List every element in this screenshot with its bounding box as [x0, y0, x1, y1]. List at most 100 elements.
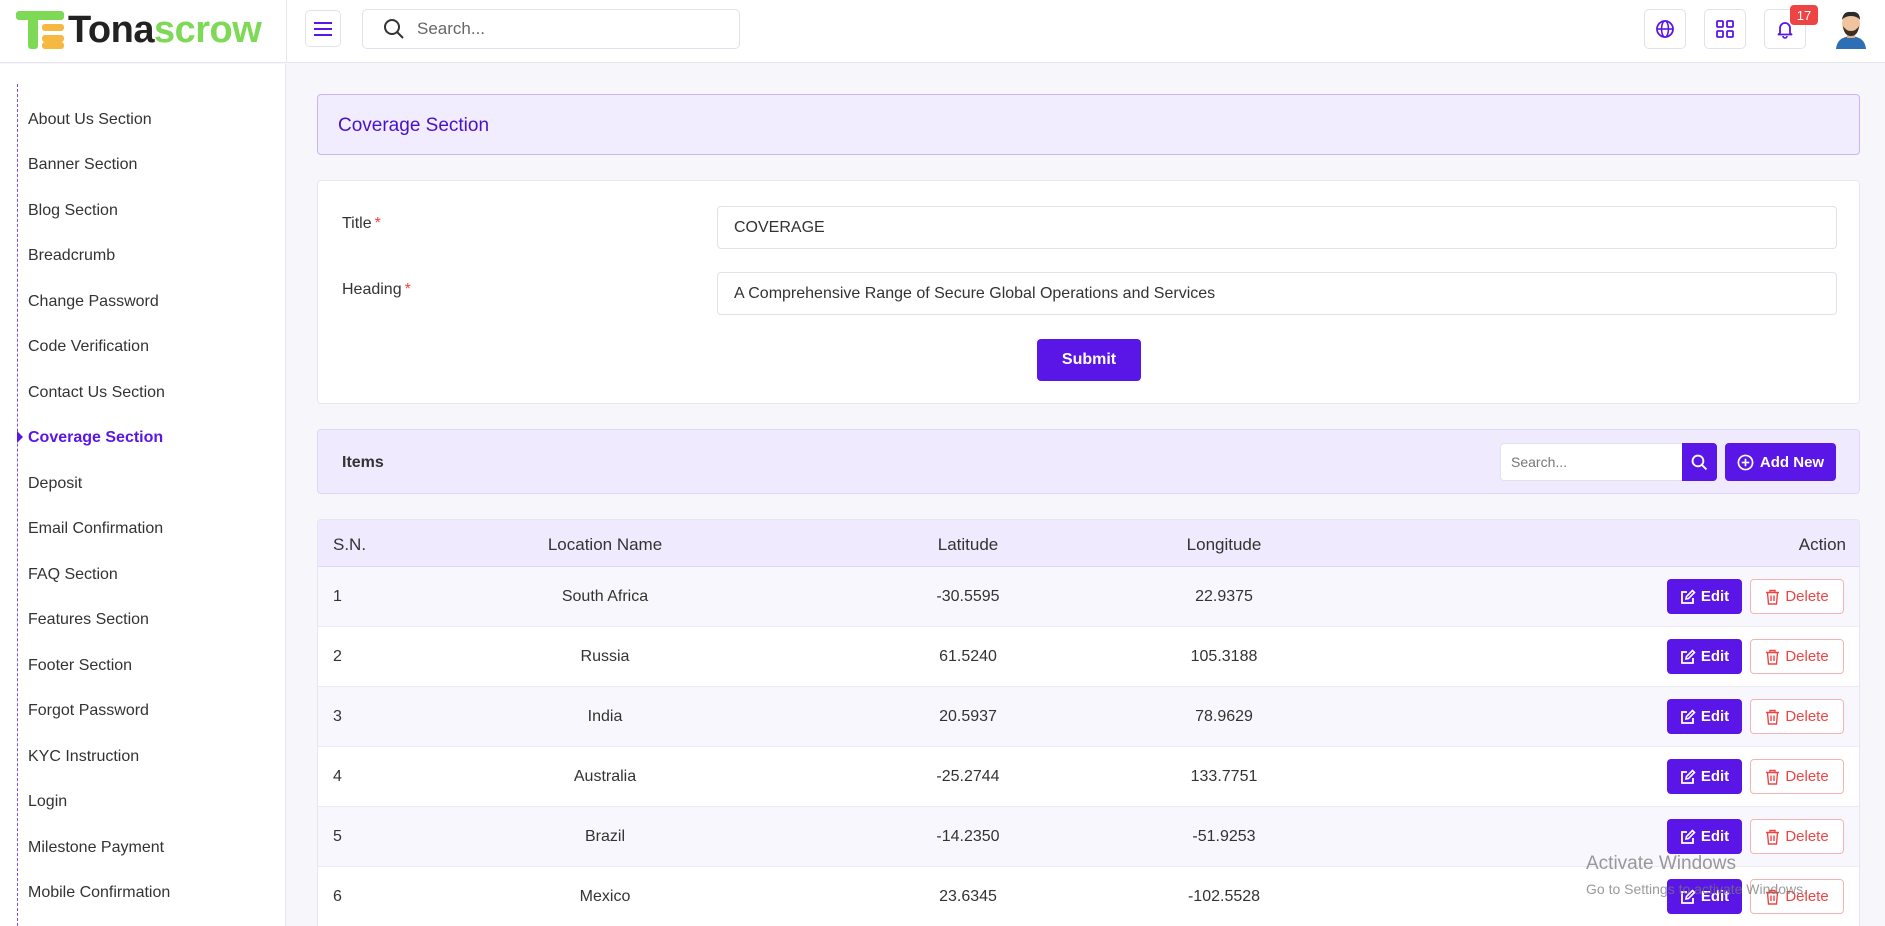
sidebar-item-kyc-instruction[interactable]: KYC Instruction [28, 748, 140, 765]
column-header-latitude: Latitude [937, 535, 999, 554]
trash-icon [1766, 769, 1780, 785]
trash-icon [1766, 589, 1780, 605]
cell-longitude: 78.9629 [1195, 708, 1253, 725]
delete-button[interactable]: Delete [1750, 879, 1844, 914]
sidebar-item-change-password[interactable]: Change Password [28, 293, 159, 310]
grid-icon [1716, 20, 1734, 38]
sidebar-item-breadcrumb[interactable]: Breadcrumb [28, 247, 116, 264]
sidebar-guide-line [17, 84, 18, 926]
edit-button[interactable]: Edit [1667, 759, 1742, 794]
delete-button[interactable]: Delete [1750, 639, 1844, 674]
logo-text: Tonascrow [68, 8, 262, 51]
items-search-input[interactable] [1500, 443, 1682, 481]
edit-button[interactable]: Edit [1667, 579, 1742, 614]
topbar: Tonascrow 17 [0, 0, 1885, 63]
edit-button[interactable]: Edit [1667, 819, 1742, 854]
edit-button[interactable]: Edit [1667, 639, 1742, 674]
title-field[interactable] [717, 206, 1837, 249]
cell-latitude: 20.5937 [939, 708, 997, 725]
cell-latitude: -25.2744 [936, 768, 1000, 785]
logo[interactable]: Tonascrow [16, 8, 262, 51]
column-header-action: Action [1798, 535, 1846, 554]
trash-icon [1766, 709, 1780, 725]
sidebar-item-email-confirmation[interactable]: Email Confirmation [28, 520, 164, 537]
trash-icon [1766, 649, 1780, 665]
sidebar-item-features[interactable]: Features Section [28, 611, 149, 628]
bell-icon [1777, 22, 1793, 39]
table-row: 5 Brazil -14.2350 -51.9253 Edit Delete [318, 807, 1859, 867]
sidebar-item-about-us[interactable]: About Us Section [28, 111, 152, 128]
sidebar-item-milestone-payment[interactable]: Milestone Payment [28, 839, 165, 856]
cell-location: Mexico [579, 888, 631, 905]
cell-location: Russia [580, 648, 630, 665]
top-search-input[interactable] [417, 19, 717, 39]
add-new-label: Add New [1759, 453, 1825, 471]
plus-circle-icon [1737, 454, 1754, 470]
delete-button[interactable]: Delete [1750, 699, 1844, 734]
cell-sn: 1 [333, 588, 342, 605]
notification-count-badge: 17 [1790, 5, 1818, 25]
cell-sn: 6 [333, 888, 342, 905]
table-header: S.N. Location Name Latitude Longitude Ac… [318, 520, 1859, 567]
edit-icon [1680, 588, 1696, 604]
watermark-subtitle: Go to Settings to activate Windows. [1586, 881, 1807, 897]
table-row: 2 Russia 61.5240 105.3188 Edit Delete [318, 627, 1859, 687]
search-icon [384, 19, 404, 39]
sidebar-item-coverage[interactable]: Coverage Section [28, 429, 164, 446]
delete-button[interactable]: Delete [1750, 579, 1844, 614]
page-title: Coverage Section [338, 115, 490, 136]
add-new-button[interactable]: Add New [1725, 443, 1836, 481]
activation-watermark: Activate Windows Go to Settings to activ… [1586, 853, 1807, 897]
column-header-sn: S.N. [333, 535, 367, 554]
submit-button[interactable]: Submit [1037, 339, 1141, 381]
edit-button[interactable]: Edit [1667, 879, 1742, 914]
top-search-box[interactable] [362, 9, 740, 49]
watermark-title: Activate Windows [1586, 853, 1736, 874]
items-header: Items Add New [317, 429, 1860, 494]
apps-button[interactable] [1704, 9, 1746, 49]
cell-longitude: -102.5528 [1187, 888, 1261, 905]
cell-latitude: 61.5240 [939, 648, 997, 665]
sidebar-item-forgot-password[interactable]: Forgot Password [28, 702, 149, 719]
edit-button[interactable]: Edit [1667, 699, 1742, 734]
sidebar-item-code-verification[interactable]: Code Verification [28, 338, 149, 355]
cell-sn: 5 [333, 828, 342, 845]
cell-latitude: -14.2350 [936, 828, 1000, 845]
edit-icon [1680, 768, 1696, 784]
sidebar-item-faq[interactable]: FAQ Section [28, 566, 118, 583]
edit-icon [1680, 708, 1696, 724]
edit-icon [1680, 828, 1696, 844]
table-row: 6 Mexico 23.6345 -102.5528 Edit Delete [318, 867, 1859, 926]
language-button[interactable] [1644, 9, 1686, 49]
trash-icon [1766, 889, 1780, 905]
logo-mark-icon [16, 11, 64, 49]
sidebar-item-contact-us[interactable]: Contact Us Section [28, 384, 165, 401]
column-header-location: Location Name [547, 535, 663, 554]
cell-location: India [587, 708, 623, 725]
cell-latitude: 23.6345 [939, 888, 997, 905]
delete-button[interactable]: Delete [1750, 759, 1844, 794]
sidebar-item-login[interactable]: Login [28, 793, 68, 810]
items-search-button[interactable] [1682, 443, 1717, 481]
table-row: 1 South Africa -30.5595 22.9375 Edit Del… [318, 567, 1859, 627]
search-icon [1691, 454, 1708, 470]
trash-icon [1766, 829, 1780, 845]
heading-label: Heading * [342, 281, 411, 298]
cell-latitude: -30.5595 [936, 588, 1000, 605]
menu-toggle-button[interactable] [305, 10, 341, 47]
items-title: Items [342, 454, 384, 471]
sidebar-item-footer[interactable]: Footer Section [28, 657, 133, 674]
heading-field[interactable] [717, 272, 1837, 315]
sidebar-item-banner[interactable]: Banner Section [28, 156, 138, 173]
cell-sn: 3 [333, 708, 342, 725]
cell-longitude: 105.3188 [1190, 648, 1258, 665]
avatar[interactable] [1833, 9, 1869, 49]
cell-sn: 4 [333, 768, 342, 785]
cell-sn: 2 [333, 648, 342, 665]
sidebar-item-blog[interactable]: Blog Section [28, 202, 118, 219]
delete-button[interactable]: Delete [1750, 819, 1844, 854]
sidebar-item-deposit[interactable]: Deposit [28, 475, 83, 492]
sidebar-item-mobile-confirmation[interactable]: Mobile Confirmation [28, 884, 171, 901]
hamburger-icon [314, 21, 332, 36]
cell-location: Brazil [584, 828, 626, 845]
